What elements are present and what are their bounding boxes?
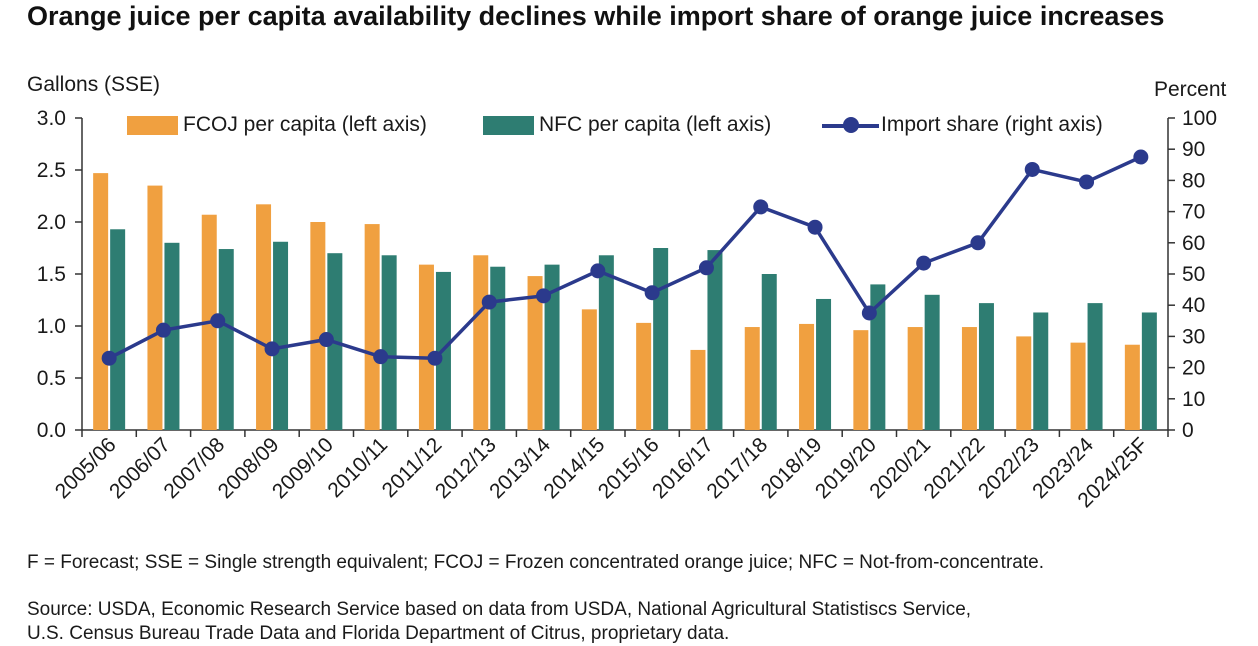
import-share-point bbox=[1079, 174, 1095, 190]
import-share-point bbox=[590, 263, 606, 279]
import-share-point bbox=[427, 350, 443, 366]
left-axis-tick-label: 2.5 bbox=[37, 159, 66, 182]
legend-label-import: Import share (right axis) bbox=[881, 113, 1103, 136]
bar-nfc bbox=[598, 255, 614, 430]
import-share-point bbox=[644, 285, 660, 301]
bar-nfc bbox=[490, 266, 506, 430]
bar-fcoj bbox=[907, 327, 923, 430]
source-line-1: Source: USDA, Economic Research Service … bbox=[27, 599, 972, 620]
left-axis-tick-label: 0.5 bbox=[37, 367, 66, 390]
import-share-point bbox=[753, 199, 769, 215]
x-axis-tick-label: 2010/11 bbox=[323, 433, 392, 502]
bar-fcoj bbox=[961, 327, 977, 430]
bar-fcoj bbox=[147, 185, 163, 430]
legend-label-fcoj: FCOJ per capita (left axis) bbox=[183, 113, 427, 136]
bar-nfc bbox=[544, 264, 560, 430]
import-share-point bbox=[807, 219, 823, 235]
bar-nfc bbox=[707, 250, 723, 430]
right-axis-tick-label: 90 bbox=[1182, 138, 1205, 161]
bar-nfc bbox=[1033, 312, 1049, 430]
source-line-2: U.S. Census Bureau Trade Data and Florid… bbox=[27, 623, 730, 644]
import-share-point bbox=[373, 349, 389, 365]
bar-fcoj bbox=[1124, 344, 1140, 430]
bar-nfc bbox=[761, 274, 777, 430]
legend-line-import bbox=[822, 116, 879, 135]
right-axis-tick-label: 100 bbox=[1182, 107, 1217, 130]
chart-plot: 0.0 0.5 1.0 1.5 2.0 2.5 3.0 0 10 20 30 40 50 60 70 80 90… bbox=[37, 107, 1217, 512]
x-axis-tick-label: 2009/10 bbox=[268, 433, 338, 503]
bar-fcoj bbox=[93, 173, 109, 430]
bar-fcoj bbox=[853, 330, 869, 430]
right-axis-tick-label: 60 bbox=[1182, 232, 1205, 255]
legend-item-fcoj: FCOJ per capita (left axis) bbox=[127, 113, 427, 137]
right-axis-tick-label: 70 bbox=[1182, 201, 1205, 224]
bar-fcoj bbox=[527, 276, 543, 430]
bar-fcoj bbox=[799, 323, 815, 430]
import-share-point bbox=[101, 350, 117, 366]
left-axis-tick-label: 0.0 bbox=[37, 419, 66, 442]
bar-nfc bbox=[110, 229, 126, 430]
import-share-point bbox=[698, 260, 714, 276]
left-axis-tick-label: 1.0 bbox=[37, 315, 66, 338]
bar-fcoj bbox=[310, 222, 326, 430]
bar-fcoj bbox=[744, 327, 760, 430]
bar-fcoj bbox=[256, 204, 272, 430]
right-axis-tick-label: 50 bbox=[1182, 263, 1205, 286]
bar-nfc bbox=[1141, 312, 1157, 430]
import-share-point bbox=[210, 313, 226, 329]
bar-fcoj bbox=[1070, 342, 1086, 430]
bar-nfc bbox=[978, 303, 994, 430]
bar-nfc bbox=[1087, 303, 1103, 430]
bar-nfc bbox=[653, 248, 669, 430]
footnote: F = Forecast; SSE = Single strength equi… bbox=[27, 552, 1044, 573]
legend-swatch-fcoj bbox=[127, 115, 178, 135]
bar-nfc bbox=[924, 294, 940, 430]
bar-fcoj bbox=[581, 309, 597, 430]
import-share-line bbox=[108, 155, 1142, 360]
legend-swatch-nfc bbox=[483, 115, 534, 135]
import-share-point bbox=[1133, 149, 1149, 165]
import-share-point bbox=[970, 235, 986, 251]
bar-nfc bbox=[273, 241, 289, 430]
right-axis-tick-label: 20 bbox=[1182, 357, 1205, 380]
bar-fcoj bbox=[364, 224, 380, 430]
right-axis-tick-label: 0 bbox=[1182, 419, 1194, 442]
bar-nfc bbox=[164, 242, 180, 430]
import-share-point bbox=[481, 294, 497, 310]
right-axis-tick-label: 40 bbox=[1182, 294, 1205, 317]
legend-item-nfc: NFC per capita (left axis) bbox=[483, 113, 771, 137]
import-share-point bbox=[155, 322, 171, 338]
bar-nfc bbox=[870, 284, 886, 430]
left-axis-tick-label: 2.0 bbox=[37, 211, 66, 234]
bar-fcoj bbox=[636, 322, 652, 430]
right-axis-unit: Percent bbox=[1154, 78, 1227, 101]
import-share-point bbox=[1024, 161, 1040, 177]
bar-nfc bbox=[218, 249, 234, 430]
left-axis-tick-label: 1.5 bbox=[37, 263, 66, 286]
import-share-point bbox=[861, 305, 877, 321]
import-share-point bbox=[536, 288, 552, 304]
bar-fcoj bbox=[418, 264, 434, 430]
bar-nfc bbox=[381, 255, 397, 430]
bar-fcoj bbox=[1016, 336, 1032, 430]
legend-label-nfc: NFC per capita (left axis) bbox=[539, 113, 772, 136]
left-axis-tick-label: 3.0 bbox=[37, 107, 66, 130]
right-axis-tick-label: 80 bbox=[1182, 169, 1205, 192]
import-share-point bbox=[264, 341, 280, 357]
bar-fcoj bbox=[473, 255, 489, 430]
right-axis-tick-label: 30 bbox=[1182, 325, 1205, 348]
import-share-point bbox=[318, 332, 334, 348]
bar-fcoj bbox=[690, 349, 706, 430]
right-axis-tick-label: 10 bbox=[1182, 388, 1205, 411]
legend-item-import: Import share (right axis) bbox=[822, 113, 1103, 137]
bar-nfc bbox=[816, 298, 832, 430]
import-share-point bbox=[916, 255, 932, 271]
chart-title: Orange juice per capita availability dec… bbox=[27, 1, 1165, 31]
left-axis-unit: Gallons (SSE) bbox=[27, 73, 161, 96]
